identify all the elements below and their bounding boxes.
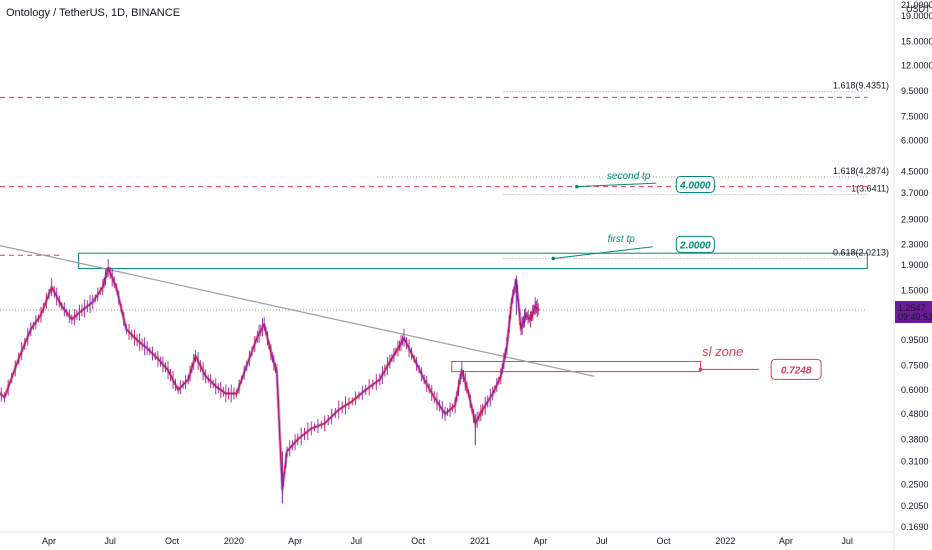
price-series-line [0,267,540,490]
x-tick-label: Apr [534,536,548,546]
annotation-box [770,358,822,380]
annotation-arrow [576,182,657,188]
zone-rect [78,252,868,270]
y-tick-label: 0.6000 [901,385,929,395]
y-tick-label: 12.0000 [901,61,932,71]
annotation-arrow [553,246,653,259]
x-tick-label: Oct [657,536,672,546]
x-tick-label: Oct [411,536,426,546]
y-axis-currency: USDT [906,4,931,14]
y-tick-label: 2.9000 [901,214,929,224]
x-tick-label: Apr [779,536,793,546]
x-tick-label: 2020 [224,536,244,546]
annotation-anchor [551,256,556,261]
level-label: 1(3.6411) [851,184,889,194]
annotation-text: second tp [607,171,651,182]
y-tick-label: 6.0000 [901,136,929,146]
zone-rect [451,360,702,373]
level-label: 1.618(9.4351) [833,81,889,91]
y-tick-label: 19.0000 [901,11,932,21]
annotation-box-label: 4.0000 [679,180,711,191]
annotation-anchor [698,367,703,372]
x-tick-label: 2021 [470,536,490,546]
last-price-label: 1.2547 [898,303,926,313]
level-label: 1.618(4.2874) [833,166,889,176]
annotation-box [675,175,715,193]
x-tick-label: 2022 [715,536,735,546]
annotation-text: first tp [608,234,636,245]
price-series-shadow [0,266,541,491]
y-tick-label: 0.2500 [901,480,929,490]
y-tick-label: 9.5000 [901,86,929,96]
annotation-anchor [575,184,579,189]
annotation-box-label: 0.7248 [781,365,812,376]
x-tick-label: Jul [596,536,608,546]
x-tick-label: Oct [165,536,180,546]
y-tick-label: 1.9000 [901,260,929,270]
x-tick-label: Apr [42,536,56,546]
last-price-tag [895,300,932,323]
y-tick-label: 0.3800 [901,434,929,444]
y-tick-label: 2.3000 [901,239,929,249]
y-tick-label: 4.5000 [901,167,929,177]
y-tick-label: 0.2050 [901,501,929,511]
last-price-time: 09:49:52 [898,312,932,322]
y-tick-label: 7.5000 [901,111,929,121]
y-tick-label: 0.1690 [901,522,929,532]
annotation-box [675,235,715,253]
x-tick-label: Jul [104,536,116,546]
y-tick-label: 15.0000 [901,36,932,46]
x-tick-label: Jul [841,536,853,546]
y-tick-label: 0.4800 [901,409,929,419]
annotation-text: sl zone [702,344,743,359]
trendline [0,245,595,377]
y-tick-label: 0.3100 [901,456,929,466]
level-label: 0.618(2.0213) [833,247,889,257]
y-tick-label: 0.7500 [901,361,929,371]
y-tick-label: 0.9500 [901,335,929,345]
y-tick-label: 3.7000 [901,188,929,198]
y-tick-label: 1.5000 [901,286,929,296]
annotation-box-label: 2.0000 [679,240,711,251]
chart-title: Ontology / TetherUS, 1D, BINANCE [6,7,181,19]
y-tick-label: 21.0000 [901,0,932,10]
x-tick-label: Apr [288,536,302,546]
x-tick-label: Jul [351,536,363,546]
